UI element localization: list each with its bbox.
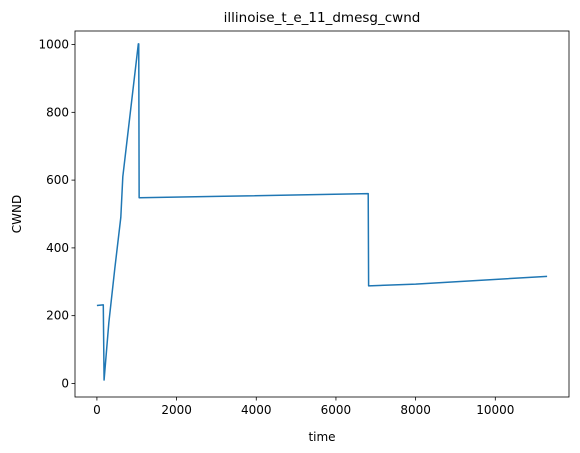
plot-area: [96, 43, 548, 381]
y-tick-label: 600: [46, 173, 69, 187]
y-tick-label: 200: [46, 309, 69, 323]
y-axis: 0 200 400 600 800 1000: [38, 38, 75, 390]
series-line-0: [96, 43, 548, 381]
plot-frame: [74, 30, 570, 398]
y-tick-label: 800: [46, 105, 69, 119]
x-tick-label: 0: [93, 403, 101, 417]
x-axis: 0 2000 4000 6000 8000 10000: [93, 397, 514, 417]
x-tick-label: 10000: [476, 403, 514, 417]
x-tick-label: 6000: [321, 403, 352, 417]
x-tick-label: 2000: [161, 403, 192, 417]
y-tick-label: 1000: [38, 38, 69, 52]
x-tick-label: 8000: [400, 403, 431, 417]
y-axis-label: CWND: [10, 195, 24, 233]
x-axis-label: time: [308, 430, 335, 444]
y-tick-label: 400: [46, 241, 69, 255]
x-tick-label: 4000: [241, 403, 272, 417]
y-tick-label: 0: [61, 376, 69, 390]
chart-title: illinoise_t_e_11_dmesg_cwnd: [224, 10, 421, 26]
